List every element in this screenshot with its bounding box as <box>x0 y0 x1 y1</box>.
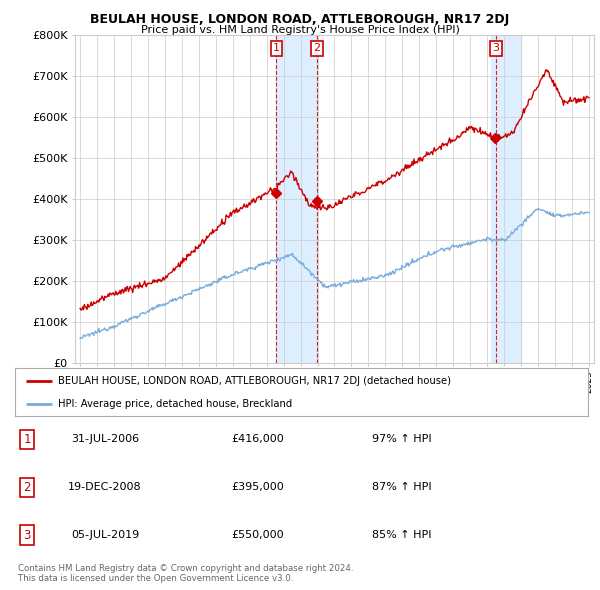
Text: 97% ↑ HPI: 97% ↑ HPI <box>372 434 432 444</box>
Text: 19-DEC-2008: 19-DEC-2008 <box>68 483 142 492</box>
Text: HPI: Average price, detached house, Breckland: HPI: Average price, detached house, Brec… <box>58 399 292 409</box>
Text: 3: 3 <box>492 44 499 54</box>
Text: 2: 2 <box>313 44 320 54</box>
Text: 85% ↑ HPI: 85% ↑ HPI <box>372 530 432 540</box>
Text: Price paid vs. HM Land Registry's House Price Index (HPI): Price paid vs. HM Land Registry's House … <box>140 25 460 35</box>
Text: 1: 1 <box>273 44 280 54</box>
Text: 31-JUL-2006: 31-JUL-2006 <box>71 434 139 444</box>
Text: 1: 1 <box>23 433 31 446</box>
Text: 2: 2 <box>23 481 31 494</box>
Text: 87% ↑ HPI: 87% ↑ HPI <box>372 483 432 492</box>
Text: £416,000: £416,000 <box>232 434 284 444</box>
Bar <box>491 35 521 363</box>
Text: £550,000: £550,000 <box>232 530 284 540</box>
Text: BEULAH HOUSE, LONDON ROAD, ATTLEBOROUGH, NR17 2DJ (detached house): BEULAH HOUSE, LONDON ROAD, ATTLEBOROUGH,… <box>58 376 451 386</box>
Text: 3: 3 <box>23 529 31 542</box>
Bar <box>277 35 317 363</box>
Text: Contains HM Land Registry data © Crown copyright and database right 2024.
This d: Contains HM Land Registry data © Crown c… <box>18 564 353 583</box>
Text: £395,000: £395,000 <box>232 483 284 492</box>
Text: 05-JUL-2019: 05-JUL-2019 <box>71 530 139 540</box>
Text: BEULAH HOUSE, LONDON ROAD, ATTLEBOROUGH, NR17 2DJ: BEULAH HOUSE, LONDON ROAD, ATTLEBOROUGH,… <box>91 13 509 26</box>
